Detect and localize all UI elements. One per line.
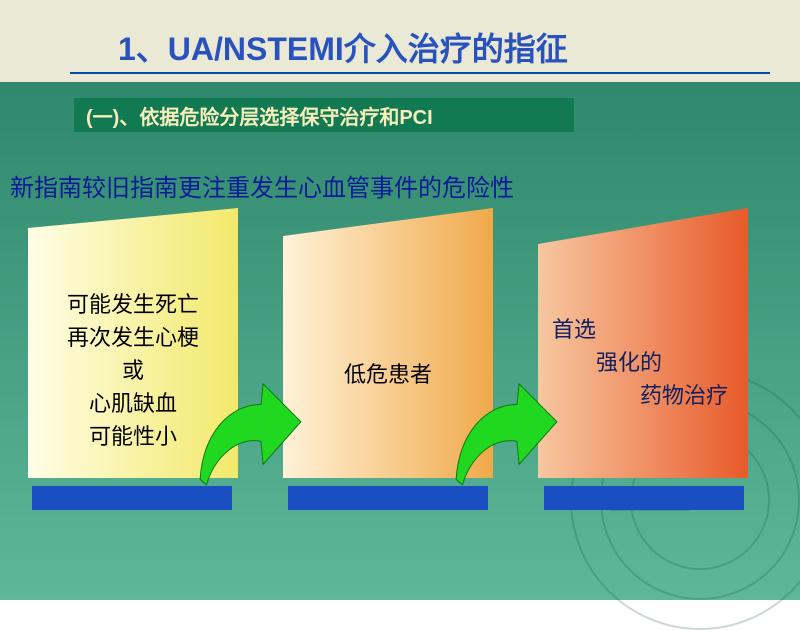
title-underline xyxy=(70,72,770,74)
panel-3-text: 首选 强化的 药物治疗 xyxy=(538,313,748,412)
under-bar-3 xyxy=(544,486,744,510)
arrow-2 xyxy=(454,370,559,485)
under-bar-2 xyxy=(288,486,488,510)
slide-root: 1、UA/NSTEMI介入治疗的指征 (一)、依据危险分层选择保守治疗和PCI … xyxy=(0,0,800,600)
under-bar-1 xyxy=(32,486,232,510)
subtitle-bar: (一)、依据危险分层选择保守治疗和PCI xyxy=(74,98,574,132)
arrow-1 xyxy=(198,370,303,485)
intro-text: 新指南较旧指南更注重发生心血管事件的危险性 xyxy=(10,168,514,203)
page-title: 1、UA/NSTEMI介入治疗的指征 xyxy=(118,24,568,70)
subtitle-text: (一)、依据危险分层选择保守治疗和PCI xyxy=(86,101,433,130)
